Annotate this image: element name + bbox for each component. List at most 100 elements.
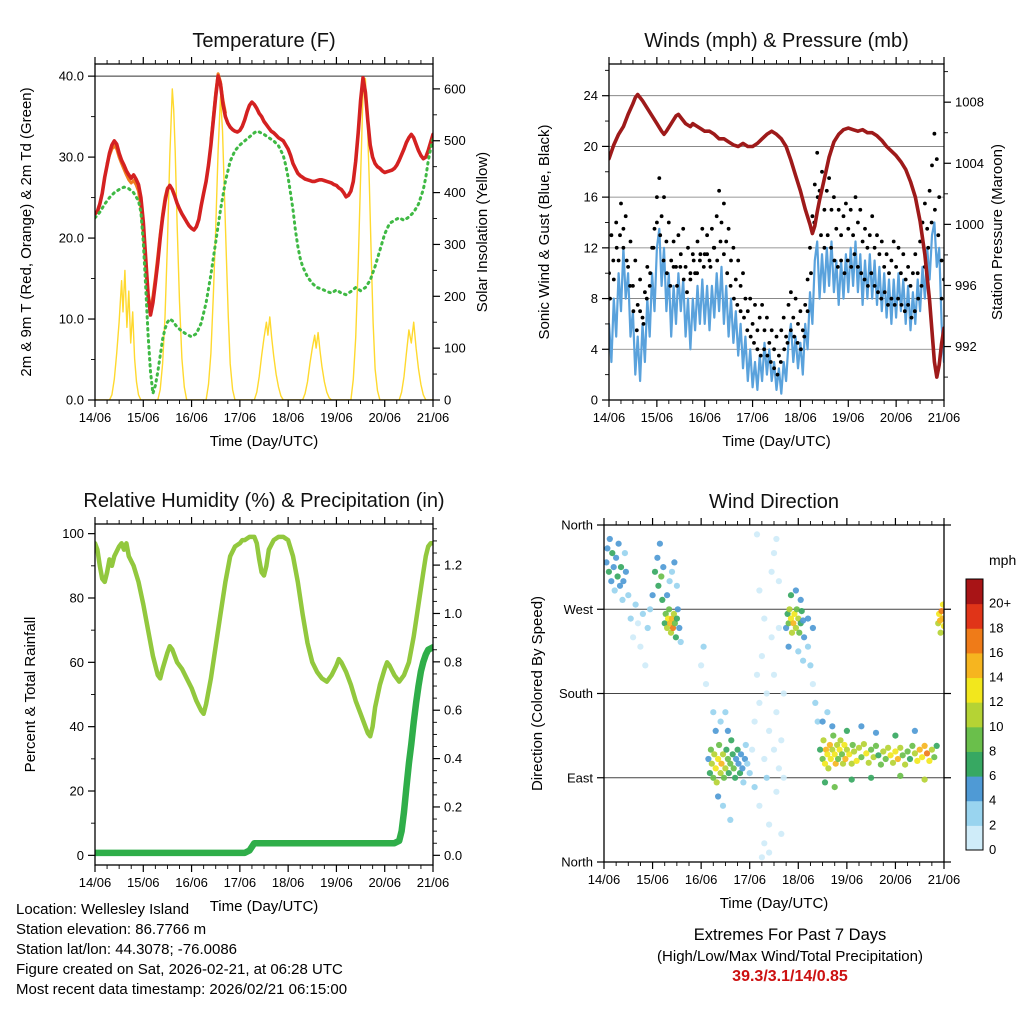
svg-text:0: 0 — [77, 848, 84, 863]
svg-text:500: 500 — [444, 133, 466, 148]
svg-text:14/06: 14/06 — [588, 872, 621, 887]
svg-text:West: West — [564, 602, 594, 617]
svg-text:14: 14 — [989, 670, 1003, 685]
dewpoint-2m-green — [95, 129, 433, 395]
wind-gust-black — [609, 131, 944, 377]
svg-text:4: 4 — [989, 793, 996, 808]
colorbar-title: mph — [989, 552, 1016, 568]
left-axis-label: 2m & 9m T (Red, Orange) & 2m Td (Green) — [18, 87, 35, 376]
extremes-subtitle: (High/Low/Max Wind/Total Precipitation) — [657, 948, 923, 965]
svg-text:0.2: 0.2 — [444, 799, 462, 814]
svg-text:20/06: 20/06 — [879, 872, 912, 887]
svg-text:16/06: 16/06 — [685, 872, 718, 887]
svg-text:18/06: 18/06 — [272, 875, 305, 890]
svg-text:19/06: 19/06 — [831, 872, 864, 887]
wind-direction-chart-panel: Wind Direction 14/06 15/06 16/06 17/06 18/06 1… — [512, 462, 1024, 922]
svg-text:0.6: 0.6 — [444, 703, 462, 718]
svg-text:16/06: 16/06 — [175, 410, 208, 425]
svg-text:1000: 1000 — [955, 217, 984, 232]
svg-text:20.0: 20.0 — [59, 231, 84, 246]
humidity-precip-chart-panel: Relative Humidity (%) & Precipitation (i… — [0, 462, 512, 922]
temperature-chart-panel: Temperature (F) 14/06 15/06 16/06 17/06 18/06… — [0, 0, 512, 460]
svg-text:8: 8 — [989, 743, 996, 758]
axes: 14/06 15/06 16/06 17/06 18/06 19/06 20/06 21/06… — [18, 57, 491, 450]
series-layer — [95, 534, 433, 857]
svg-text:20/06: 20/06 — [880, 410, 913, 425]
svg-text:0.8: 0.8 — [444, 654, 462, 669]
left-axis-label: Sonic Wind & Gust (Blue, Black) — [536, 124, 553, 339]
axes: 14/06 15/06 16/06 17/06 18/06 19/06 20/06 21/06… — [22, 517, 462, 915]
svg-text:15/06: 15/06 — [127, 410, 160, 425]
total-rainfall-line — [95, 644, 433, 857]
svg-text:200: 200 — [444, 289, 466, 304]
svg-text:0: 0 — [444, 393, 451, 408]
svg-text:19/06: 19/06 — [320, 875, 353, 890]
x-axis-label: Time (Day/UTC) — [210, 433, 319, 450]
svg-text:40.0: 40.0 — [59, 69, 84, 84]
left-axis-label: Direction (Colored By Speed) — [529, 596, 546, 791]
svg-text:12: 12 — [584, 240, 598, 255]
svg-text:14/06: 14/06 — [79, 410, 112, 425]
svg-text:19/06: 19/06 — [320, 410, 353, 425]
svg-text:14/06: 14/06 — [593, 410, 626, 425]
chart-winds: Winds (mph) & Pressure (mb) 14/06 15/06 16/… — [536, 30, 1006, 450]
series-layer — [609, 92, 944, 395]
solar-insolation-yellow — [95, 77, 433, 400]
svg-text:300: 300 — [444, 237, 466, 252]
svg-text:600: 600 — [444, 81, 466, 96]
chart-title: Temperature (F) — [192, 30, 335, 52]
right-axis-label: Station Pressure (Maroon) — [989, 144, 1006, 320]
svg-text:East: East — [567, 770, 593, 785]
svg-text:16: 16 — [584, 190, 598, 205]
svg-text:6: 6 — [989, 768, 996, 783]
svg-text:40: 40 — [70, 719, 84, 734]
svg-text:60: 60 — [70, 655, 84, 670]
svg-text:17/06: 17/06 — [736, 410, 769, 425]
gridlines — [604, 608, 944, 779]
svg-text:996: 996 — [955, 278, 977, 293]
extremes-values: 39.3/3.1/14/0.85 — [732, 968, 848, 985]
svg-text:100: 100 — [444, 341, 466, 356]
svg-text:0: 0 — [989, 842, 996, 857]
svg-text:0: 0 — [591, 393, 598, 408]
chart-title: Relative Humidity (%) & Precipitation (i… — [83, 490, 444, 512]
x-axis-label: Time (Day/UTC) — [720, 895, 829, 912]
speed-colorbar: 0 2 4 6 8 10 12 14 16 18 20+ mph — [965, 552, 1016, 857]
x-axis-label: Time (Day/UTC) — [722, 433, 831, 450]
svg-text:North: North — [561, 855, 593, 870]
svg-text:992: 992 — [955, 339, 977, 354]
svg-text:18/06: 18/06 — [272, 410, 305, 425]
svg-text:17/06: 17/06 — [224, 410, 257, 425]
svg-text:17/06: 17/06 — [224, 875, 257, 890]
winds-pressure-chart-panel: Winds (mph) & Pressure (mb) 14/06 15/06 16/… — [512, 0, 1024, 460]
svg-text:20: 20 — [584, 139, 598, 154]
svg-text:South: South — [559, 686, 593, 701]
sonic-wind-blue — [609, 221, 944, 395]
svg-text:17/06: 17/06 — [733, 872, 766, 887]
station-latlon: Station lat/lon: 44.3078; -76.0086 — [16, 941, 238, 958]
svg-text:18: 18 — [989, 620, 1003, 635]
svg-text:16/06: 16/06 — [175, 875, 208, 890]
series-layer — [604, 531, 944, 861]
series-layer — [95, 72, 433, 400]
chart-temperature: Temperature (F) 14/06 15/06 16/06 17/06 18/06… — [18, 30, 491, 450]
svg-text:80: 80 — [70, 590, 84, 605]
svg-text:18/06: 18/06 — [782, 872, 815, 887]
x-axis-label: Time (Day/UTC) — [210, 898, 319, 915]
extremes-block: Extremes For Past 7 Days (High/Low/Max W… — [560, 926, 1020, 986]
recent-data-timestamp: Most recent data timestamp: 2026/02/21 0… — [16, 981, 348, 998]
svg-text:21/06: 21/06 — [928, 872, 961, 887]
svg-text:8: 8 — [591, 291, 598, 306]
station-location: Location: Wellesley Island — [16, 901, 190, 918]
axes: 14/06 15/06 16/06 17/06 18/06 19/06 20/06 21/06… — [536, 57, 1006, 450]
svg-text:21/06: 21/06 — [417, 875, 450, 890]
svg-text:0.4: 0.4 — [444, 751, 462, 766]
chart-humidity: Relative Humidity (%) & Precipitation (i… — [22, 490, 462, 915]
svg-text:4: 4 — [591, 342, 598, 357]
svg-text:400: 400 — [444, 185, 466, 200]
figure-created-timestamp: Figure created on Sat, 2026-02-21, at 06… — [16, 961, 343, 978]
svg-text:18/06: 18/06 — [784, 410, 817, 425]
pressure-maroon — [609, 92, 944, 379]
